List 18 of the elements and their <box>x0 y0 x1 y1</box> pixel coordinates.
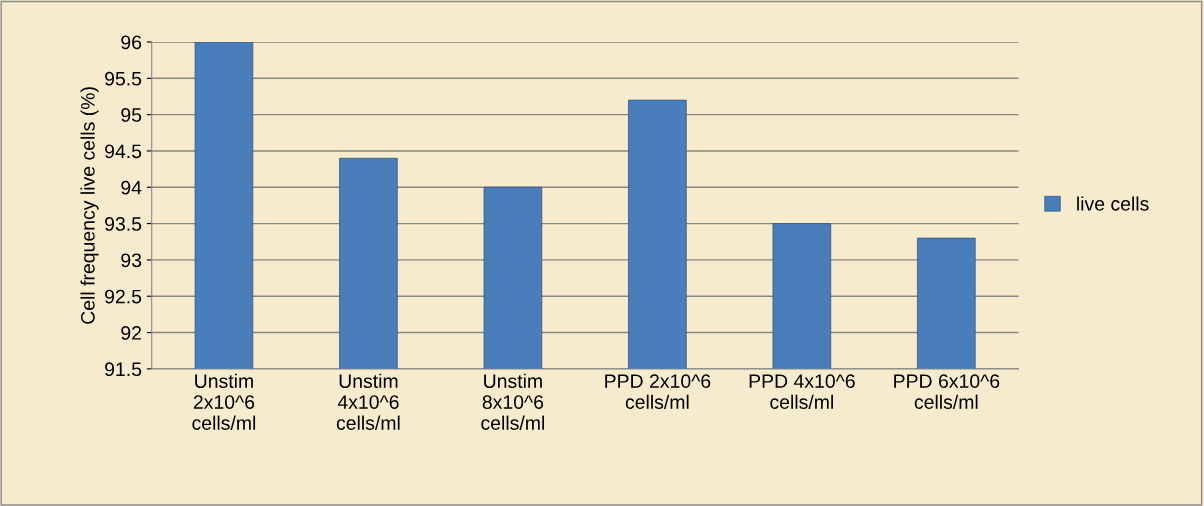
y-tick-label: 94.5 <box>105 144 142 159</box>
legend-label: live cells <box>1077 196 1149 211</box>
y-tick-label: 92.5 <box>105 289 142 304</box>
y-tick-label: 95.5 <box>105 71 142 86</box>
x-tick-label: Unstim 8x10^6 cells/ml <box>481 373 545 430</box>
x-tick-label: PPD 2x10^6 cells/ml <box>605 374 711 409</box>
y-tick-label: 91.5 <box>105 362 142 377</box>
y-tick-label: 96 <box>121 35 142 50</box>
x-tick-label: PPD 4x10^6 cells/ml <box>749 374 855 409</box>
y-tick-label: 93 <box>121 253 142 268</box>
y-tick-label: 92 <box>121 326 142 340</box>
y-tick-label: 95 <box>121 108 142 122</box>
y-tick-label: 93.5 <box>105 217 142 231</box>
x-tick-label: Unstim 4x10^6 cells/ml <box>336 373 400 430</box>
x-tick-label: PPD 6x10^6 cells/ml <box>894 374 1000 409</box>
x-tick-label: Unstim 2x10^6 cells/ml <box>192 373 256 430</box>
y-axis-title: Cell frequency live cells (%) <box>80 87 99 324</box>
y-tick-label: 94 <box>121 180 142 195</box>
